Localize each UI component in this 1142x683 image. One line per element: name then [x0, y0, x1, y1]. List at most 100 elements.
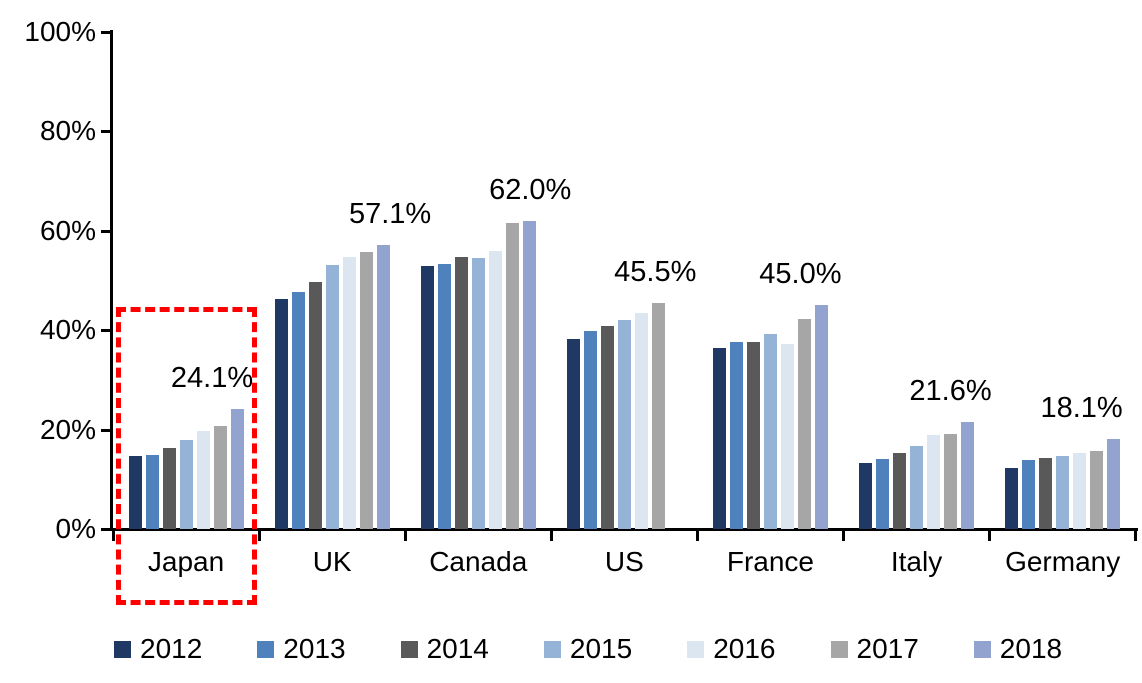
category-label-italy: Italy — [890, 546, 943, 577]
data-label-uk: 57.1% — [348, 198, 432, 231]
x-tick-mark — [257, 528, 261, 541]
bar-group-us — [551, 32, 697, 529]
bar-group-italy — [844, 32, 990, 529]
legend-label-2014: 2014 — [426, 633, 489, 664]
legend-item-2016: 2016 — [687, 631, 775, 667]
bar-germany-2015 — [1056, 456, 1070, 529]
y-tick-label: 100% — [24, 16, 96, 47]
bar-canada-2016 — [488, 250, 502, 529]
legend-item-2012: 2012 — [114, 631, 202, 667]
bar-uk-2013 — [291, 291, 305, 529]
bar-germany-2013 — [1022, 460, 1036, 529]
bar-canada-2018 — [522, 220, 536, 529]
y-tick-mark — [101, 229, 113, 233]
bar-italy-2018 — [961, 421, 975, 529]
bar-germany-2014 — [1039, 458, 1053, 529]
category-label-japan: Japan — [147, 546, 225, 577]
legend-label-2015: 2015 — [569, 633, 633, 664]
y-tick-mark — [101, 130, 113, 134]
legend-swatch-2013 — [257, 640, 275, 658]
legend: 2012 2013 2014 2015 2016 2017 2018 — [0, 631, 1142, 667]
bar-us-2014 — [600, 326, 614, 529]
bar-japan-2018 — [230, 409, 244, 529]
data-label-japan: 24.1% — [170, 362, 254, 395]
bar-italy-2014 — [893, 453, 907, 529]
bar-uk-2014 — [308, 281, 322, 529]
y-tick-mark — [101, 329, 113, 333]
y-tick-label: 20% — [39, 413, 96, 445]
legend-swatch-2017 — [830, 640, 848, 658]
bar-us-2017 — [651, 302, 665, 529]
category-label-france: France — [726, 546, 815, 577]
bar-germany-2017 — [1090, 450, 1104, 529]
bar-group-canada — [405, 32, 551, 529]
x-tick-mark — [549, 528, 553, 541]
x-tick-mark — [988, 528, 992, 541]
legend-swatch-2018 — [973, 640, 991, 658]
x-tick-mark — [403, 528, 407, 541]
bar-france-2015 — [763, 333, 777, 529]
legend-label-2013: 2013 — [283, 633, 346, 664]
bar-group-france — [697, 32, 843, 529]
bar-italy-2017 — [944, 433, 958, 529]
bar-uk-2015 — [325, 264, 339, 529]
bar-uk-2016 — [342, 257, 356, 529]
x-tick-mark — [842, 528, 845, 541]
data-label-canada: 62.0% — [489, 173, 572, 206]
bar-canada-2017 — [505, 223, 519, 529]
legend-swatch-2016 — [687, 640, 705, 658]
data-label-us: 45.5% — [614, 255, 697, 288]
data-label-italy: 21.6% — [909, 374, 992, 407]
legend-swatch-2012 — [114, 640, 131, 658]
bar-germany-2012 — [1005, 467, 1019, 529]
bar-us-2012 — [566, 339, 580, 529]
bar-italy-2016 — [927, 434, 941, 529]
bar-japan-2017 — [213, 425, 227, 529]
bar-germany-2018 — [1107, 439, 1121, 529]
bar-us-2015 — [617, 320, 631, 529]
bar-canada-2015 — [471, 258, 485, 529]
category-label-us: US — [604, 546, 644, 577]
x-tick-mark — [695, 528, 699, 541]
bar-italy-2013 — [876, 459, 890, 529]
bar-germany-2016 — [1073, 452, 1087, 529]
bar-group-germany — [990, 32, 1136, 529]
bar-japan-2016 — [196, 430, 210, 529]
legend-label-2017: 2017 — [856, 633, 919, 664]
y-tick-label: 80% — [39, 115, 96, 147]
legend-label-2018: 2018 — [999, 633, 1063, 664]
bar-uk-2018 — [376, 245, 390, 529]
legend-swatch-2015 — [543, 640, 561, 658]
y-tick-label: 40% — [39, 314, 96, 346]
bar-uk-2017 — [359, 252, 373, 529]
bar-france-2013 — [729, 341, 743, 529]
data-label-germany: 18.1% — [1040, 392, 1123, 425]
bar-group-uk — [259, 32, 405, 529]
bar-italy-2015 — [910, 445, 924, 529]
legend-item-2015: 2015 — [543, 631, 633, 667]
bar-france-2012 — [712, 347, 726, 529]
bar-japan-2013 — [145, 454, 159, 529]
x-tick-mark — [1134, 528, 1138, 541]
bar-japan-2012 — [128, 455, 142, 529]
x-tick-mark — [111, 528, 115, 541]
x-axis-line — [110, 528, 1138, 531]
legend-item-2018: 2018 — [973, 631, 1063, 667]
category-label-canada: Canada — [429, 546, 528, 577]
bar-italy-2012 — [859, 463, 873, 529]
y-tick-mark — [101, 428, 113, 432]
bar-france-2017 — [797, 318, 811, 529]
bar-france-2016 — [780, 343, 794, 529]
y-tick-mark — [101, 31, 113, 34]
legend-label-2012: 2012 — [140, 633, 203, 664]
category-label-uk: UK — [312, 546, 352, 577]
category-label-germany: Germany — [1005, 546, 1121, 577]
legend-item-2017: 2017 — [830, 631, 919, 667]
bar-canada-2012 — [420, 266, 434, 529]
bar-canada-2014 — [454, 256, 468, 529]
bar-us-2013 — [583, 330, 597, 529]
bar-canada-2013 — [437, 264, 451, 529]
legend-item-2014: 2014 — [400, 631, 489, 667]
bar-japan-2015 — [179, 440, 193, 529]
